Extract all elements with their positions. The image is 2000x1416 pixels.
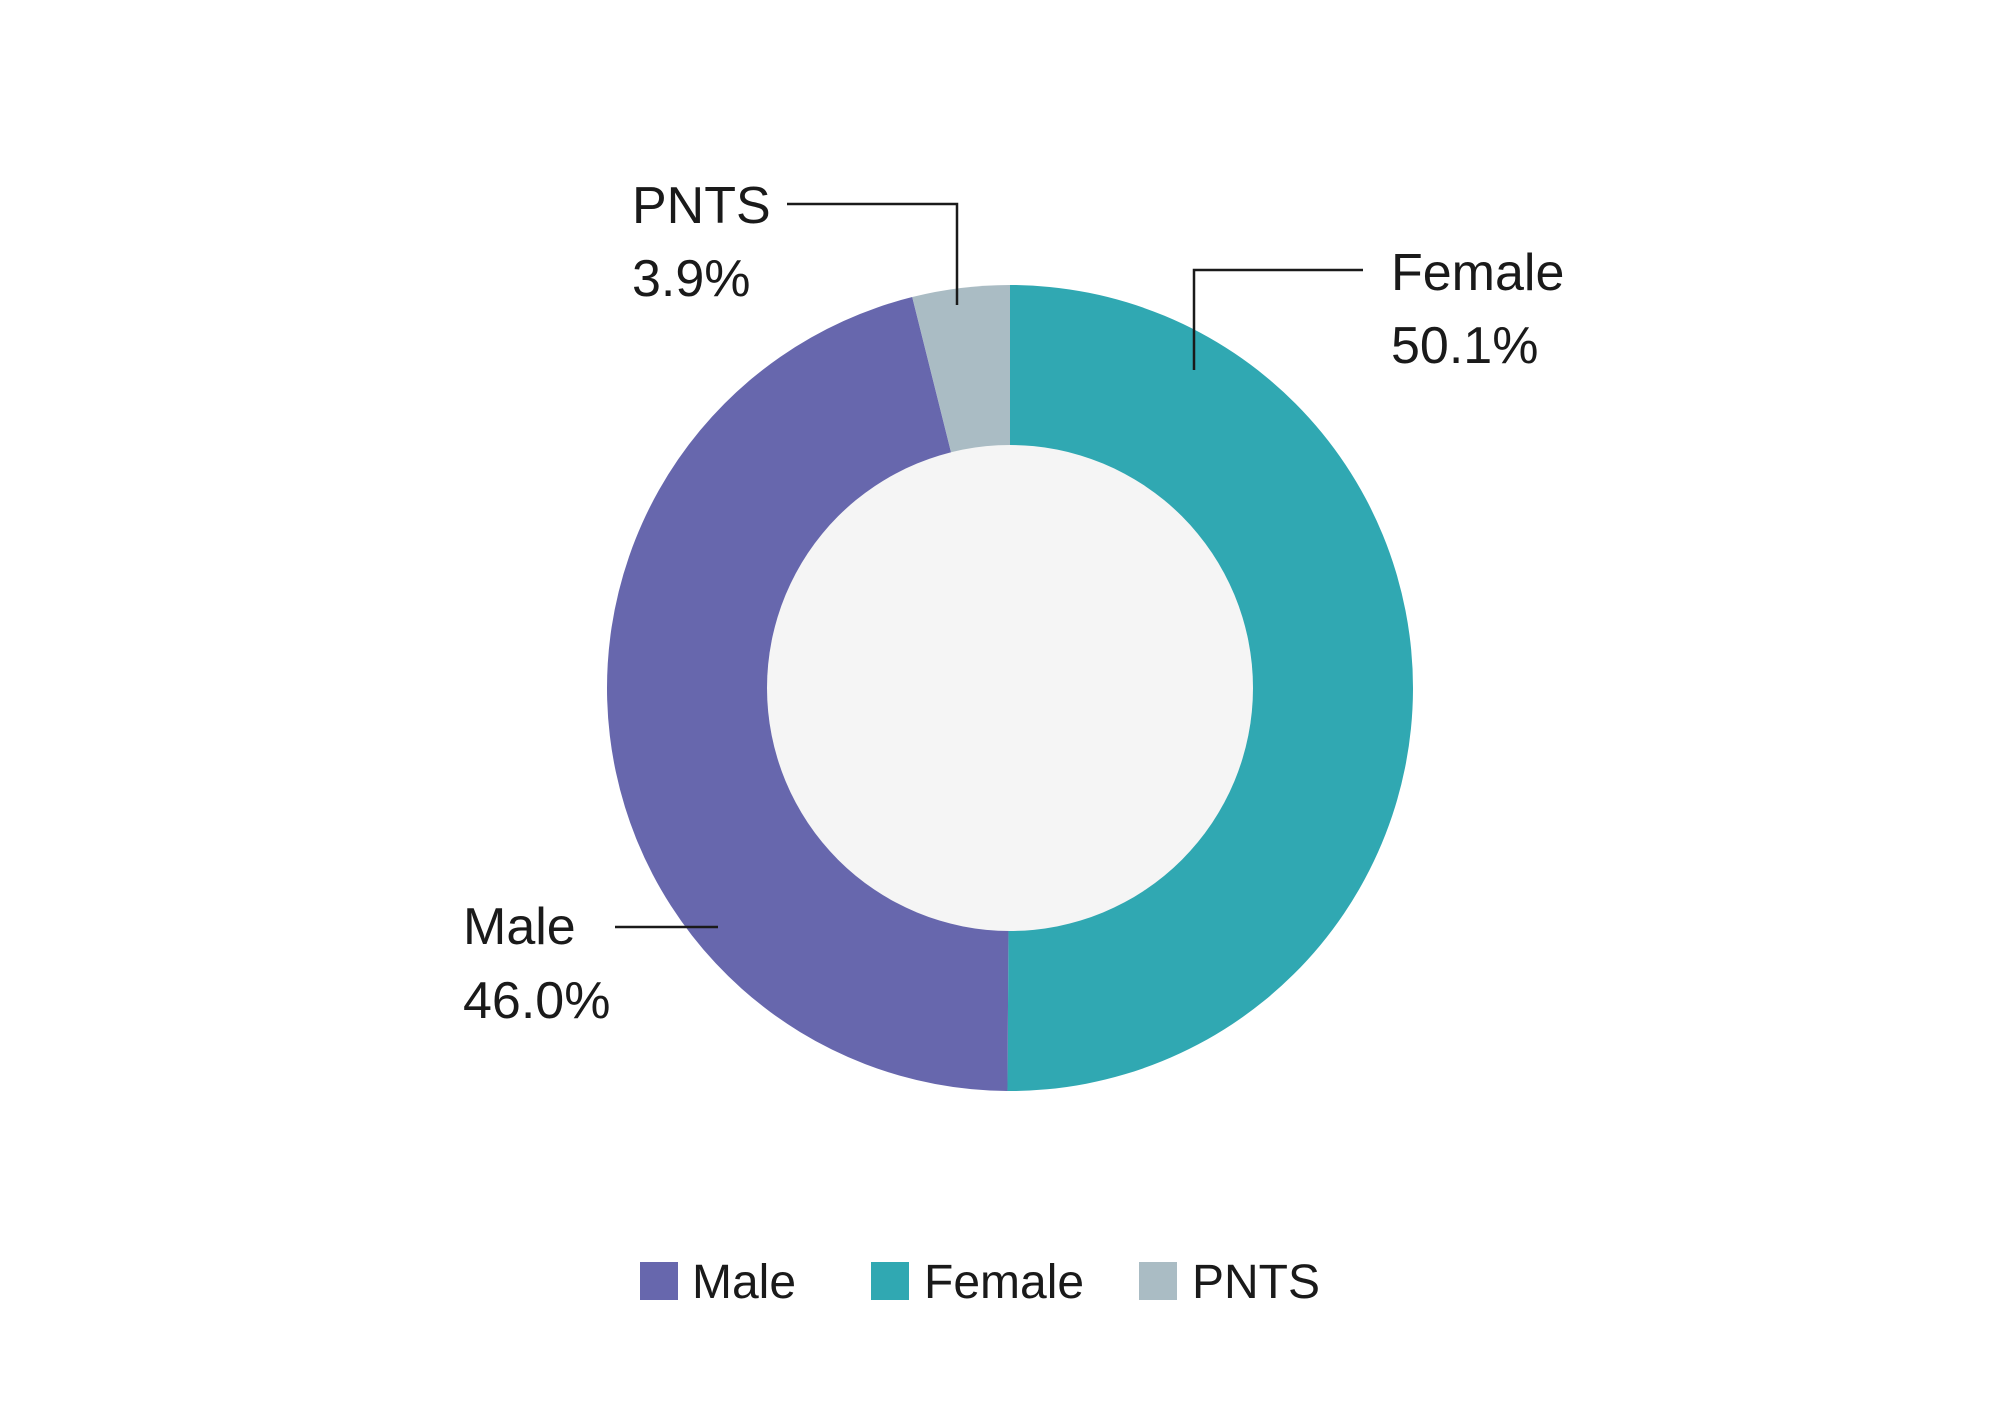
legend-label-male: Male [692,1256,796,1309]
callout-label-female: Female [1391,244,1564,302]
leader-line-female [1192,268,1363,370]
callout-value-male: 46.0% [463,972,610,1030]
callout-label-pnts: PNTS [632,177,771,235]
callout-label-male: Male [463,898,576,956]
legend-label-female: Female [924,1256,1084,1309]
legend: Male Female PNTS [640,1256,1320,1309]
callout-value-pnts: 3.9% [632,250,751,308]
legend-swatch-pnts [1139,1262,1177,1300]
legend-swatch-female [871,1262,909,1300]
callout-value-female: 50.1% [1391,317,1538,375]
legend-swatch-male [640,1262,678,1300]
leader-line-pnts [787,202,959,305]
donut-center [767,445,1253,931]
legend-label-pnts: PNTS [1192,1256,1320,1309]
